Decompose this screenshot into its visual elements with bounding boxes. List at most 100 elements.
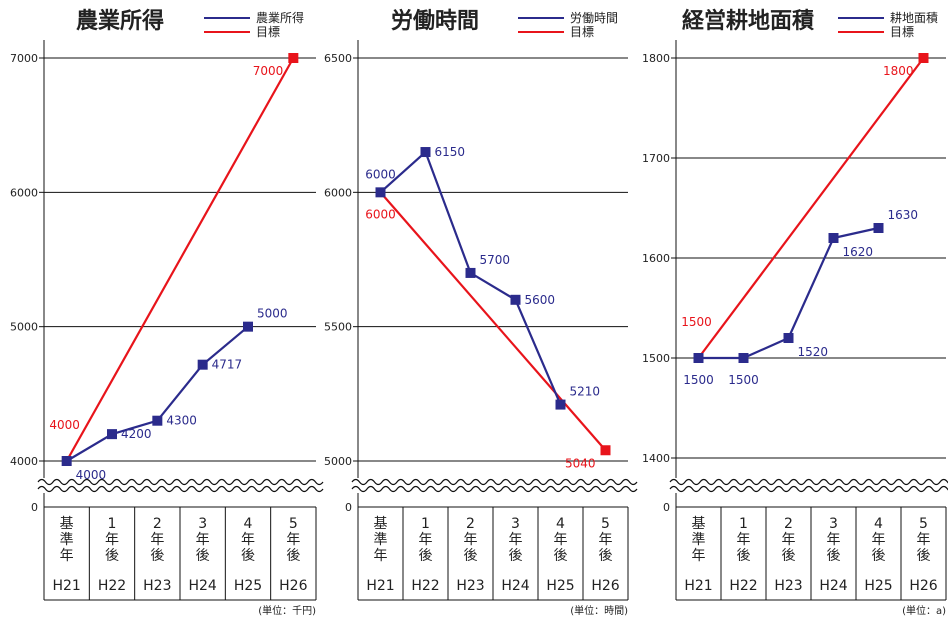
data-point-actual [243,321,253,332]
legend-label-actual: 労働時間 [570,11,618,25]
axis-break-line [351,478,638,486]
legend-label-target: 目標 [890,25,914,39]
data-label-target: 5040 [565,456,596,470]
series-line-target [65,57,295,462]
x-category-label: 5 年後 [286,516,300,564]
x-category-label: 3 年後 [196,516,210,564]
data-label-actual: 1500 [683,373,714,387]
x-category-label: 基準年 [374,515,388,564]
data-label-actual: 5600 [525,293,556,307]
y-tick-label: 1800 [642,52,670,65]
x-era-label: H25 [864,578,892,594]
data-label-actual: 4200 [121,427,152,441]
data-point-actual [828,233,839,243]
y-tick-label: 1500 [642,352,670,365]
series-line-target [379,191,607,451]
data-label-actual: 1630 [888,208,919,222]
y-tick-label: 5000 [10,321,38,334]
x-era-label: H26 [279,578,307,594]
data-label-actual: 6000 [365,167,396,181]
data-label-actual: 4717 [212,358,243,372]
data-label-actual: 5000 [257,307,288,321]
data-point-actual [375,187,386,198]
data-point-actual [420,147,431,158]
data-point-actual [873,223,884,233]
data-label-actual: 5210 [570,385,601,399]
axis-break-line [351,485,638,493]
y-tick-label: 0 [663,501,670,514]
data-label-actual: 4300 [166,414,197,428]
x-era-label: H24 [501,578,529,594]
x-category-label: 4 年後 [872,516,886,564]
x-era-label: H22 [98,578,126,594]
x-category-label: 3 年後 [509,516,523,564]
x-era-label: H22 [411,578,439,594]
legend-label-actual: 農業所得 [256,10,304,25]
unit-note: (単位：時間) [570,604,628,617]
data-point-target [288,53,299,63]
x-era-label: H26 [909,578,937,594]
data-label-target: 1500 [681,315,712,329]
x-era-label: H21 [52,578,80,594]
x-category-label: 4 年後 [554,516,568,564]
x-era-label: H22 [729,578,757,594]
axis-break-line [37,485,324,493]
series-line-actual [66,325,249,462]
axis-break-line [37,478,324,486]
x-era-label: H21 [366,578,394,594]
legend-label-target: 目標 [256,25,280,39]
y-tick-label: 6500 [324,52,352,65]
data-label-actual: 5700 [480,253,511,267]
data-point-actual [107,429,117,440]
x-era-label: H26 [591,578,619,594]
y-tick-label: 5500 [324,321,352,334]
x-category-label: 3 年後 [827,516,841,564]
y-tick-label: 6000 [324,186,352,199]
data-point-actual [197,359,208,370]
data-point-actual [510,294,521,305]
x-category-label: 2 年後 [150,516,164,564]
data-label-actual: 6150 [435,145,466,159]
y-tick-label: 4000 [10,455,38,468]
data-point-actual [693,353,704,363]
x-category-label: 1 年後 [737,516,751,564]
legend-label-actual: 耕地面積 [890,10,938,25]
series-line-target [697,57,925,359]
y-tick-label: 0 [345,501,352,514]
data-point-actual [152,415,163,426]
x-era-label: H23 [774,578,802,594]
x-era-label: H23 [143,578,171,594]
x-category-label: 1 年後 [105,516,119,564]
y-tick-label: 6000 [10,186,38,199]
data-label-actual: 4000 [76,468,107,482]
chart-title: 農業所得 [76,8,164,34]
y-tick-label: 0 [31,501,38,514]
data-point-actual [61,456,72,466]
data-label-target: 6000 [365,207,396,221]
data-label-target: 1800 [883,64,914,78]
x-category-label: 基準年 [60,515,74,564]
x-category-label: 2 年後 [782,516,796,564]
x-era-label: H24 [188,578,216,594]
y-tick-label: 7000 [10,52,38,65]
y-tick-label: 1600 [642,252,670,265]
axis-break-line [669,478,948,486]
chart-title: 経営耕地面積 [682,8,815,34]
x-category-label: 4 年後 [241,516,255,564]
data-label-actual: 1520 [798,345,829,359]
y-tick-label: 1400 [642,452,670,465]
x-era-label: H25 [546,578,574,594]
x-category-label: 基準年 [692,515,706,564]
data-point-actual [465,267,476,278]
chart-title: 労働時間 [391,8,479,34]
x-category-label: 1 年後 [419,516,433,564]
x-category-label: 5 年後 [599,516,613,564]
x-category-label: 2 年後 [464,516,478,564]
legend-label-target: 目標 [570,25,594,39]
x-era-label: H23 [456,578,484,594]
x-era-label: H24 [819,578,847,594]
data-label-actual: 1500 [728,373,759,387]
